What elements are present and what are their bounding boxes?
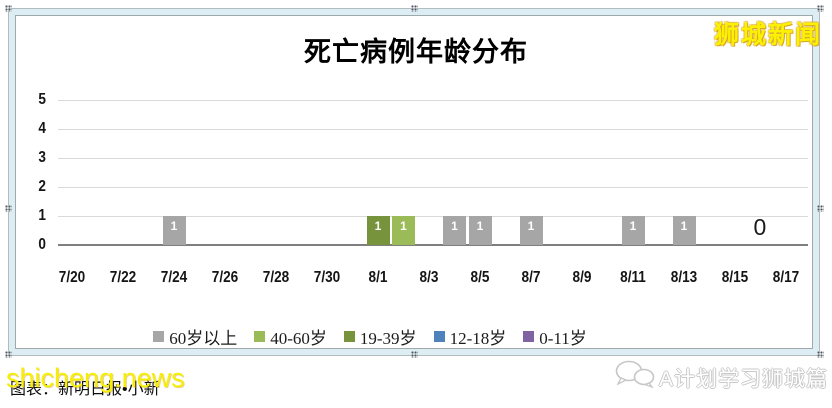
bar-8/7: 1 — [519, 216, 543, 245]
y-axis-tick-label: 3 — [38, 149, 46, 166]
x-axis-tick-label: 8/3 — [419, 269, 439, 286]
selection-handle-mid-left[interactable] — [5, 205, 12, 212]
gridline-y4 — [58, 129, 808, 130]
x-axis-tick-label: 7/28 — [262, 269, 290, 286]
bar-value-label: 1 — [476, 219, 484, 233]
legend-item: 12-18岁 — [433, 324, 507, 349]
selection-handle-bottom-left[interactable] — [5, 351, 12, 358]
selection-handle-top-right[interactable] — [817, 5, 824, 12]
bar-value-label: 1 — [527, 219, 535, 233]
x-axis-line — [58, 244, 808, 246]
x-axis-tick-label: 8/5 — [470, 269, 490, 286]
chart-title: 死亡病例年龄分布 — [304, 37, 528, 67]
x-axis-tick-label: 7/20 — [58, 269, 86, 286]
source-caption: 图表：新明日报•小新 — [10, 381, 160, 398]
y-axis-tick-label: 4 — [38, 120, 46, 137]
bar-7/24: 1 — [162, 216, 186, 245]
legend-color-swatch — [153, 331, 165, 342]
x-axis-tick-label: 8/11 — [620, 269, 646, 286]
zero-value-label: 0 — [753, 214, 767, 240]
bar-value-label: 1 — [400, 219, 407, 233]
bar-8/1: 1 — [366, 216, 390, 245]
bar-value-label: 1 — [374, 219, 382, 233]
bar-value-label: 1 — [170, 219, 178, 233]
x-axis-tick-label: 8/13 — [670, 269, 698, 286]
bar-8/11: 1 — [621, 216, 645, 245]
gridline-y2 — [58, 187, 808, 188]
legend-color-swatch — [433, 331, 445, 342]
gridline-y3 — [58, 158, 808, 159]
legend-item: 40-60岁 — [254, 324, 327, 349]
x-axis-tick-label: 7/24 — [160, 269, 188, 286]
selection-handle-top-left[interactable] — [5, 5, 12, 12]
bar-8/5: 1 — [468, 216, 492, 245]
brand-watermark: 狮城新闻 — [713, 21, 822, 49]
wechat-icon — [615, 360, 655, 393]
y-axis-tick-label: 2 — [38, 178, 46, 195]
y-axis-tick-label: 1 — [38, 207, 46, 224]
legend-color-swatch — [343, 331, 355, 342]
legend-label: 60岁以上 — [169, 329, 238, 348]
x-axis-tick-label: 7/30 — [313, 269, 341, 286]
gridline-y1 — [58, 216, 808, 217]
selection-handle-mid-right[interactable] — [817, 205, 824, 212]
x-axis-tick-label: 8/9 — [572, 269, 592, 286]
x-axis-tick-label: 8/15 — [721, 269, 749, 286]
bar-value-label: 1 — [680, 219, 688, 233]
site-watermark: shicheng.news — [6, 363, 185, 393]
x-axis-tick-label: 8/7 — [521, 269, 541, 286]
y-axis-tick-label: 0 — [38, 236, 46, 253]
legend-label: 0-11岁 — [539, 329, 587, 348]
legend-label: 19-39岁 — [359, 329, 417, 348]
x-axis-tick-label: 7/26 — [211, 269, 239, 286]
legend-color-swatch — [523, 331, 535, 342]
bar-8/2: 1 — [392, 216, 415, 245]
legend-item: 19-39岁 — [343, 324, 417, 349]
x-axis-tick-label: 8/17 — [772, 269, 800, 286]
chart-plot-background — [15, 15, 813, 349]
legend-item: 60岁以上 — [153, 324, 237, 349]
legend-label: 12-18岁 — [449, 329, 507, 348]
y-axis-tick-label: 5 — [38, 91, 46, 108]
chart-legend: 60岁以上 40-60岁 19-39岁 12-18岁 0-11岁 — [0, 324, 740, 349]
legend-color-swatch — [254, 331, 266, 342]
gridline-y5 — [58, 100, 808, 101]
x-axis-tick-label: 8/1 — [368, 269, 388, 286]
legend-label: 40-60岁 — [270, 329, 327, 348]
chart-object-frame — [8, 8, 820, 356]
selection-handle-bottom-center[interactable] — [411, 351, 418, 358]
selection-handle-bottom-right[interactable] — [817, 351, 824, 358]
legend-item: 0-11岁 — [523, 324, 587, 349]
account-watermark: A计划学习狮城篇 — [659, 368, 829, 391]
bar-8/4: 1 — [443, 216, 466, 245]
bar-8/13: 1 — [672, 216, 696, 245]
bar-value-label: 1 — [451, 219, 458, 233]
x-axis-tick-label: 7/22 — [109, 269, 137, 286]
bar-value-label: 1 — [629, 219, 637, 233]
selection-handle-top-center[interactable] — [411, 5, 418, 12]
